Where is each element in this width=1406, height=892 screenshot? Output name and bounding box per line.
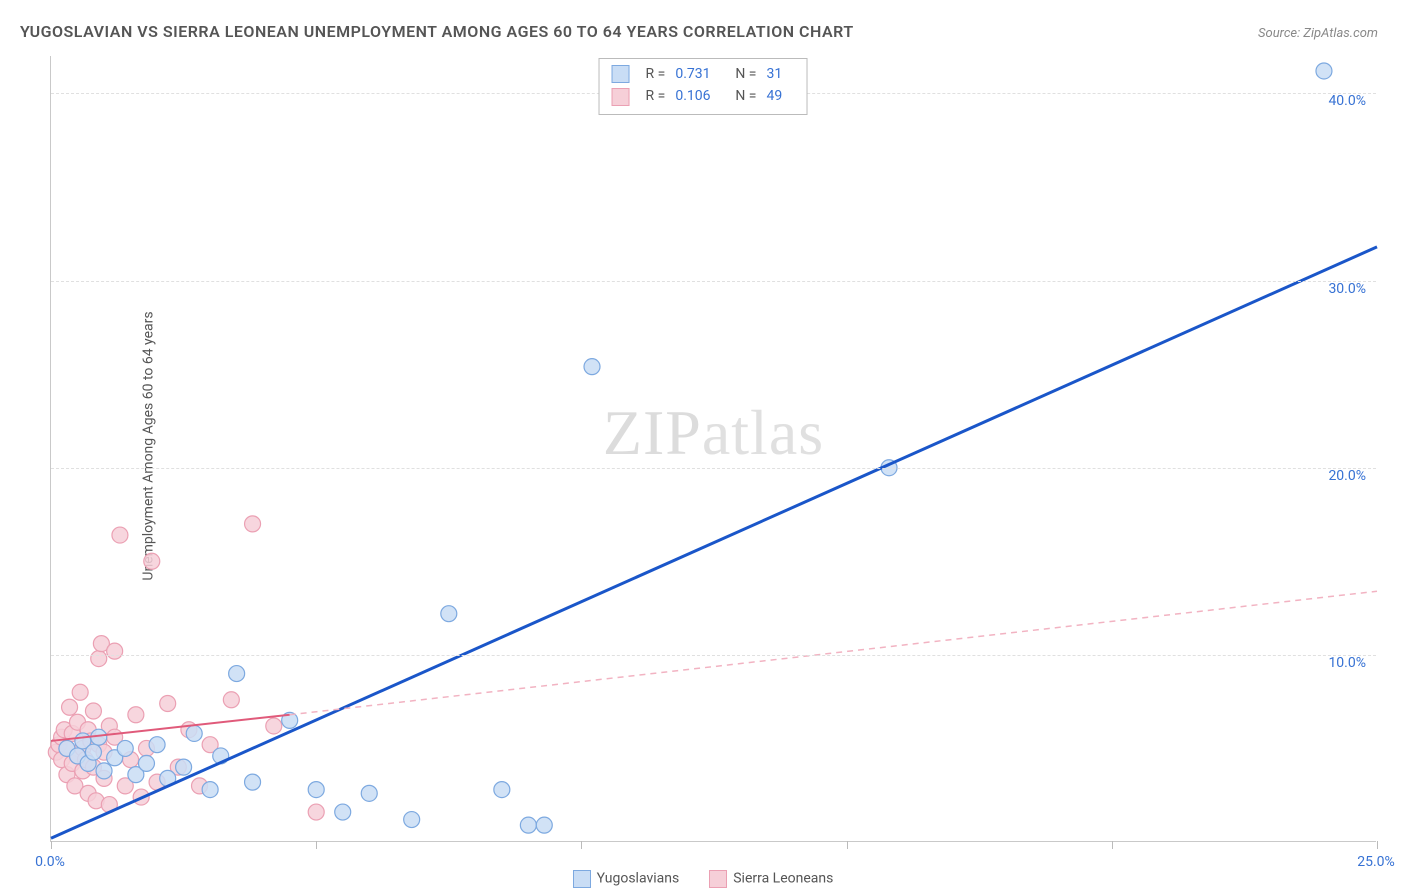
scatter-point	[520, 817, 536, 833]
scatter-point	[223, 692, 239, 708]
stat-n-value: 31	[766, 63, 794, 85]
scatter-point	[72, 684, 88, 700]
legend-swatch	[573, 870, 591, 888]
legend-item: Sierra Leoneans	[709, 870, 833, 888]
legend-label: Yugoslavians	[597, 871, 680, 887]
y-tick-label: 40.0%	[1328, 93, 1366, 109]
x-tick	[581, 841, 582, 849]
series-legend: Yugoslavians Sierra Leoneans	[0, 870, 1406, 888]
legend-item: Yugoslavians	[573, 870, 680, 888]
trend-line-yugoslavians	[51, 247, 1377, 838]
scatter-point	[202, 782, 218, 798]
x-tick	[1377, 841, 1378, 849]
scatter-point	[308, 804, 324, 820]
scatter-point	[138, 755, 154, 771]
y-tick-label: 30.0%	[1328, 281, 1366, 297]
scatter-point	[229, 666, 245, 682]
scatter-point	[245, 774, 261, 790]
stat-n-label: N =	[735, 85, 756, 107]
stat-n-value: 49	[766, 85, 794, 107]
scatter-point	[584, 359, 600, 375]
legend-swatch	[612, 65, 630, 83]
x-tick	[1112, 841, 1113, 849]
scatter-point	[361, 785, 377, 801]
scatter-point	[404, 812, 420, 828]
stats-legend-row: R = 0.731 N = 31	[612, 63, 795, 85]
legend-swatch	[709, 870, 727, 888]
scatter-point	[128, 707, 144, 723]
scatter-point	[85, 744, 101, 760]
gridline	[51, 655, 1376, 656]
scatter-point	[112, 527, 128, 543]
x-tick-label: 0.0%	[35, 854, 65, 870]
scatter-point	[85, 703, 101, 719]
scatter-point	[107, 643, 123, 659]
y-tick-label: 20.0%	[1328, 468, 1366, 484]
stat-r-label: R =	[646, 63, 666, 85]
x-tick-label: 25.0%	[1357, 854, 1395, 870]
scatter-point	[245, 516, 261, 532]
scatter-point	[62, 699, 78, 715]
scatter-point	[91, 651, 107, 667]
gridline	[51, 468, 1376, 469]
scatter-point	[144, 553, 160, 569]
stat-r-value: 0.106	[675, 85, 725, 107]
scatter-point	[186, 725, 202, 741]
x-tick	[316, 841, 317, 849]
scatter-point	[335, 804, 351, 820]
scatter-point	[176, 759, 192, 775]
stat-r-label: R =	[646, 85, 666, 107]
chart-title: YUGOSLAVIAN VS SIERRA LEONEAN UNEMPLOYME…	[20, 22, 854, 41]
chart-svg	[51, 56, 1376, 841]
stats-legend-row: R = 0.106 N = 49	[612, 85, 795, 107]
legend-label: Sierra Leoneans	[733, 871, 833, 887]
scatter-point	[494, 782, 510, 798]
plot-area: ZIPatlas 10.0%20.0%30.0%40.0%	[50, 56, 1376, 842]
scatter-point	[266, 718, 282, 734]
legend-swatch	[612, 88, 630, 106]
scatter-point	[1316, 63, 1332, 79]
scatter-point	[117, 740, 133, 756]
gridline	[51, 281, 1376, 282]
scatter-point	[160, 696, 176, 712]
y-tick-label: 10.0%	[1328, 655, 1366, 671]
scatter-point	[149, 737, 165, 753]
scatter-point	[536, 817, 552, 833]
stat-n-label: N =	[735, 63, 756, 85]
scatter-point	[96, 763, 112, 779]
scatter-point	[441, 606, 457, 622]
stats-legend: R = 0.731 N = 31 R = 0.106 N = 49	[599, 58, 808, 115]
x-tick	[847, 841, 848, 849]
stat-r-value: 0.731	[675, 63, 725, 85]
x-tick	[51, 841, 52, 849]
source-attribution: Source: ZipAtlas.com	[1258, 26, 1378, 41]
scatter-point	[308, 782, 324, 798]
